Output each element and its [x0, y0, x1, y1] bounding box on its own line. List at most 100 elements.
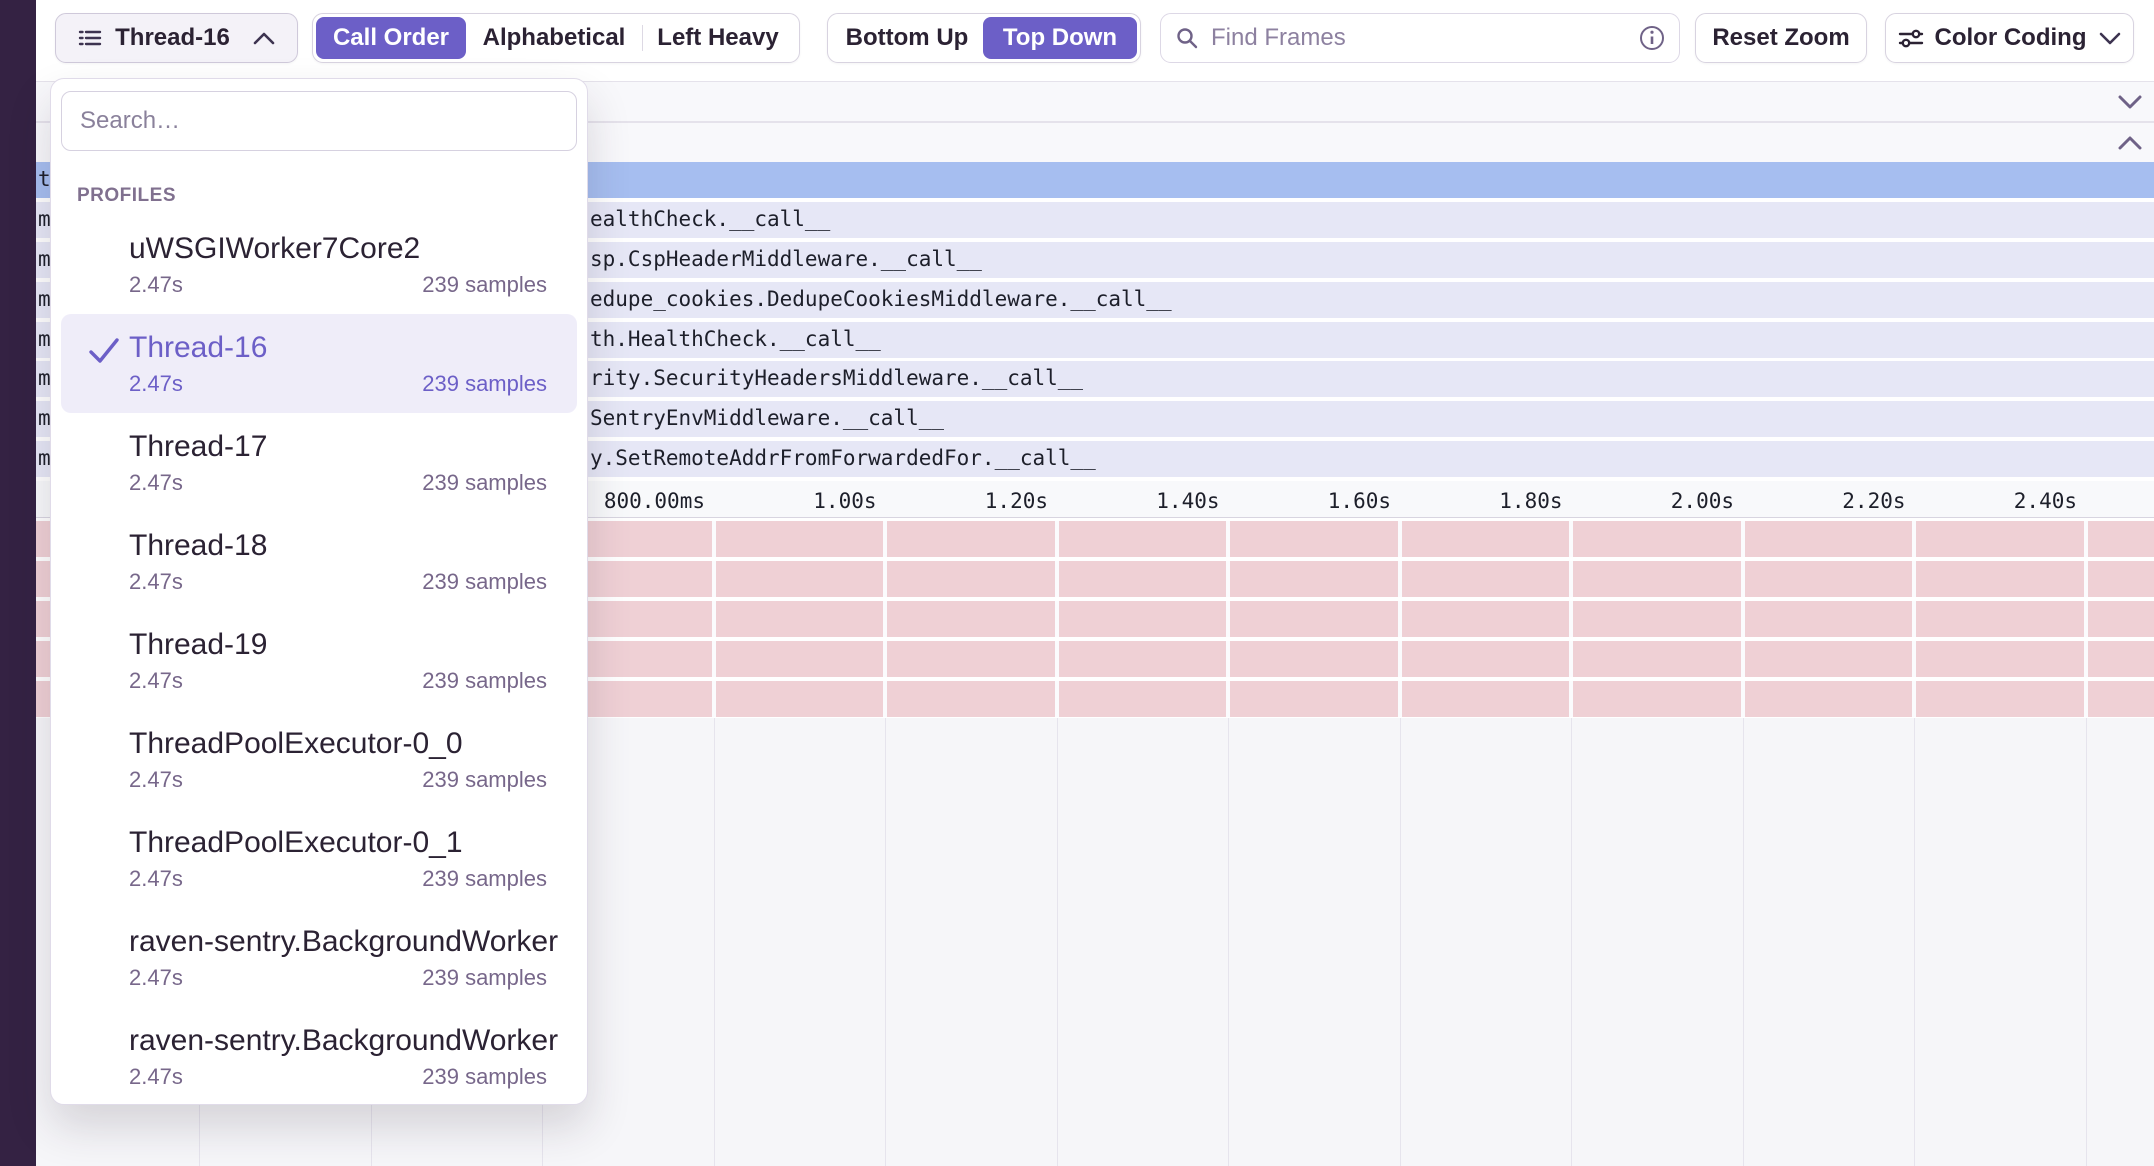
frame-gap: [1569, 681, 1573, 717]
frame-gap: [2083, 681, 2088, 717]
thread-option-samples: 239 samples: [422, 866, 547, 891]
frame-gap: [883, 601, 887, 637]
sliders-icon: [1898, 26, 1924, 50]
clipped-frame-text: m: [38, 247, 51, 272]
thread-option[interactable]: ThreadPoolExecutor-0_0 2.47s 239 samples: [61, 710, 577, 809]
clipped-frame-text: m: [38, 446, 51, 471]
thread-option-name: Thread-18: [129, 529, 268, 562]
frame-gap: [1054, 521, 1059, 557]
thread-option-selected[interactable]: Thread-16 2.47s 239 samples: [61, 314, 577, 413]
axis-tick-label: 2.00s: [1670, 489, 1734, 513]
frame-gap: [1054, 601, 1059, 637]
info-icon[interactable]: [1639, 25, 1665, 51]
thread-option-name: uWSGIWorker7Core2: [129, 232, 421, 265]
frame-gap: [2083, 601, 2088, 637]
chevron-up-icon[interactable]: [2118, 136, 2142, 150]
find-frames-input[interactable]: [1209, 23, 1629, 53]
reset-zoom-button[interactable]: Reset Zoom: [1695, 13, 1867, 63]
frame-gap: [1912, 681, 1916, 717]
frame-gap: [2083, 521, 2088, 557]
thread-option-samples: 239 samples: [422, 668, 547, 693]
thread-option-name: raven-sentry.BackgroundWorker: [129, 925, 559, 958]
gridline: [1228, 718, 1229, 1166]
frame-text: ealthCheck.__call__: [590, 207, 831, 232]
thread-option-samples: 239 samples: [422, 965, 547, 990]
thread-option[interactable]: Thread-18 2.47s 239 samples: [61, 512, 577, 611]
clipped-frame-text: m: [38, 406, 51, 431]
frame-gap: [1397, 521, 1402, 557]
thread-option-samples: 239 samples: [422, 767, 547, 792]
color-coding-label: Color Coding: [1934, 24, 2087, 51]
axis-tick-label: 1.60s: [1327, 489, 1391, 513]
reset-zoom-label: Reset Zoom: [1712, 24, 1850, 51]
frame-gap: [1569, 641, 1573, 677]
thread-option[interactable]: raven-sentry.BackgroundWorker 2.47s 239 sa…: [61, 908, 577, 1007]
thread-option[interactable]: Thread-19 2.47s 239 samples: [61, 611, 577, 710]
frame-gap: [1054, 641, 1059, 677]
frame-text: sp.CspHeaderMiddleware.__call__: [590, 247, 982, 272]
gridline: [885, 718, 886, 1166]
clipped-frame-text: t: [38, 167, 51, 192]
frame-gap: [1226, 641, 1230, 677]
check-icon: [87, 336, 121, 366]
color-coding-button[interactable]: Color Coding: [1885, 13, 2134, 63]
frame-gap: [1912, 641, 1916, 677]
segment-divider: [642, 25, 643, 51]
thread-option[interactable]: Thread-17 2.47s 239 samples: [61, 413, 577, 512]
thread-option[interactable]: uWSGIWorker7Core2 2.47s 239 samples: [61, 215, 577, 314]
thread-selector-label: Thread-16: [115, 24, 230, 51]
frame-gap: [711, 601, 716, 637]
thread-option-duration: 2.47s: [129, 470, 183, 495]
frame-text: edupe_cookies.DedupeCookiesMiddleware.__…: [590, 287, 1172, 312]
segment-alphabetical[interactable]: Alphabetical: [482, 24, 626, 51]
frame-gap: [1740, 681, 1745, 717]
thread-option-duration: 2.47s: [129, 371, 183, 396]
frame-gap: [1740, 521, 1745, 557]
frame-gap: [1740, 601, 1745, 637]
segment-left-heavy[interactable]: Left Heavy: [657, 24, 779, 51]
clipped-frame-text: m: [38, 287, 51, 312]
find-frames-field[interactable]: [1160, 13, 1680, 63]
thread-selector-button[interactable]: Thread-16: [55, 13, 298, 63]
frame-gap: [1397, 641, 1402, 677]
frame-gap: [1569, 601, 1573, 637]
frame-text: SentryEnvMiddleware.__call__: [590, 406, 945, 431]
frame-gap: [883, 641, 887, 677]
axis-tick-label: 800.00ms: [603, 489, 705, 513]
frame-gap: [1226, 601, 1230, 637]
thread-option-duration: 2.47s: [129, 668, 183, 693]
gridline: [1056, 718, 1058, 1166]
chevron-down-icon[interactable]: [2118, 95, 2142, 109]
gridline: [1571, 718, 1572, 1166]
frame-gap: [883, 521, 887, 557]
thread-option-duration: 2.47s: [129, 965, 183, 990]
segment-top-down[interactable]: Top Down: [983, 17, 1137, 59]
thread-search-input[interactable]: [61, 91, 577, 151]
chevron-down-icon: [2099, 32, 2121, 45]
thread-option[interactable]: ThreadPoolExecutor-0_1 2.47s 239 samples: [61, 809, 577, 908]
frame-gap: [1569, 561, 1573, 597]
thread-option-name: Thread-17: [129, 430, 268, 463]
frame-text: y.SetRemoteAddrFromForwardedFor.__call__: [590, 446, 1096, 471]
frame-gap: [1569, 521, 1573, 557]
frame-gap: [1912, 521, 1916, 557]
frame-gap: [1226, 681, 1230, 717]
frame-gap: [1397, 681, 1402, 717]
frame-gap: [883, 681, 887, 717]
thread-option[interactable]: raven-sentry.BackgroundWorker 2.47s 239 sa…: [61, 1007, 577, 1106]
thread-option-duration: 2.47s: [129, 272, 183, 297]
frame-gap: [711, 681, 716, 717]
segment-call-order[interactable]: Call Order: [316, 17, 466, 59]
list-icon: [78, 26, 102, 50]
frame-gap: [2083, 641, 2088, 677]
gridline: [1742, 718, 1744, 1166]
axis-tick-label: 1.80s: [1499, 489, 1563, 513]
segment-bottom-up[interactable]: Bottom Up: [845, 24, 969, 51]
frame-gap: [1397, 601, 1402, 637]
search-icon: [1175, 26, 1199, 50]
axis-tick-label: 2.20s: [1842, 489, 1906, 513]
frame-text: rity.SecurityHeadersMiddleware.__call__: [590, 366, 1084, 391]
thread-dropdown: PROFILES uWSGIWorker7Core2 2.47s 239 sampl…: [50, 78, 588, 1105]
frame-gap: [1397, 561, 1402, 597]
